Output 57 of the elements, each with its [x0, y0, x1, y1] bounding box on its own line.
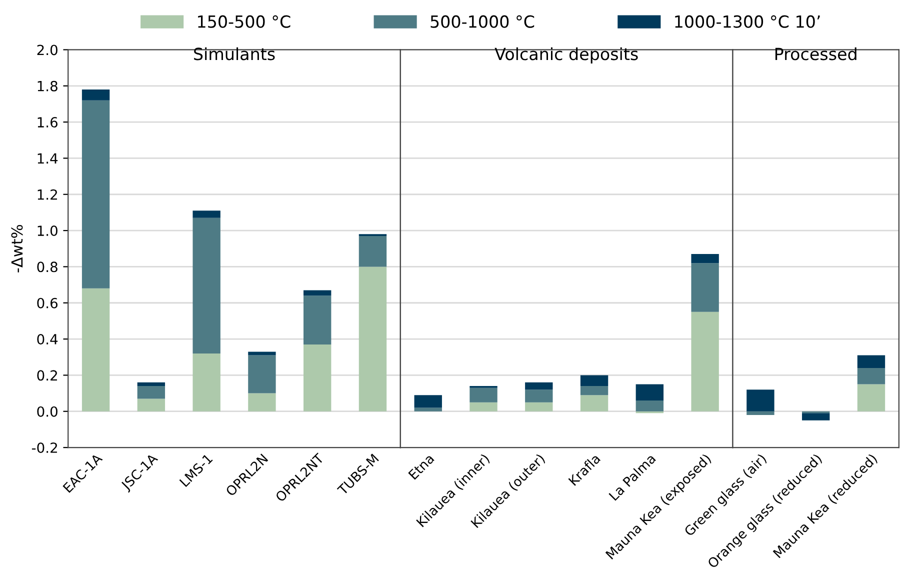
bar	[580, 395, 608, 412]
bar	[525, 390, 553, 402]
y-tick-label: 2.0	[37, 44, 58, 56]
bar	[470, 402, 498, 412]
bar	[857, 355, 886, 368]
y-tick-label: -0.2	[32, 442, 57, 453]
chart-title: Simulants	[194, 47, 275, 60]
bar	[636, 400, 664, 412]
bar	[192, 210, 220, 218]
bar	[82, 288, 110, 412]
bar	[248, 355, 276, 394]
bar	[304, 344, 332, 412]
bar	[857, 368, 886, 384]
bar	[746, 411, 774, 415]
bar	[248, 352, 276, 356]
bar	[580, 375, 608, 386]
y-tick-label: 0.8	[37, 262, 58, 272]
bar	[691, 263, 719, 312]
bar	[82, 90, 110, 100]
bar	[691, 254, 719, 264]
bar	[580, 386, 608, 396]
bar	[304, 290, 332, 296]
y-tick-label: 0.6	[37, 298, 58, 308]
bar	[802, 413, 830, 420]
y-tick-label: 1.0	[38, 226, 58, 236]
y-tick-label: 1.4	[38, 153, 58, 164]
y-axis-title: -Δwt%	[11, 224, 23, 272]
y-tick-label: 1.2	[38, 189, 57, 200]
y-tick-label: 0.2	[37, 370, 57, 381]
chart-title: Volcanic deposits	[494, 47, 638, 64]
bar	[248, 393, 276, 412]
bar	[857, 384, 886, 412]
bar	[137, 386, 166, 399]
bar	[414, 408, 442, 412]
bar	[137, 398, 166, 412]
bar	[304, 296, 332, 344]
legend-label: 1000-1300 °C 10’	[675, 15, 820, 28]
bar	[470, 388, 498, 402]
y-tick-label: 0.4	[37, 334, 58, 345]
y-tick-label: 1.8	[38, 80, 58, 92]
bar	[82, 100, 110, 288]
bar	[746, 390, 774, 412]
bar	[636, 384, 664, 401]
chart-title: Processed	[775, 47, 856, 60]
legend-label: 150-500 °C	[198, 15, 290, 28]
bar	[137, 382, 166, 386]
y-tick-label: 1.6	[38, 117, 58, 128]
bar	[192, 218, 220, 354]
bar	[192, 354, 220, 412]
bar	[525, 402, 553, 412]
bar	[414, 395, 442, 408]
legend-label: 500-1000 °C	[430, 15, 534, 28]
y-tick-label: 0.0	[37, 406, 58, 417]
bar	[358, 236, 387, 267]
bar	[525, 382, 553, 390]
bar	[358, 266, 387, 412]
bar	[691, 312, 719, 412]
